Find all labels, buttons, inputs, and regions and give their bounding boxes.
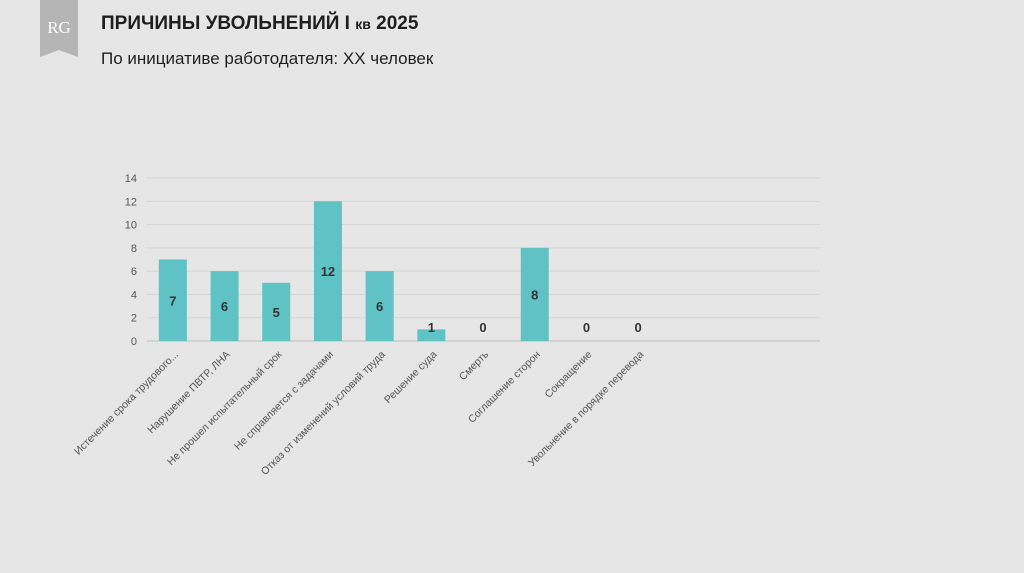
category-label: Сокращение (543, 349, 595, 401)
y-tick-label: 0 (131, 336, 137, 348)
category-label: Увольнение в порядке перевода (526, 349, 646, 469)
slide-title: ПРИЧИНЫ УВОЛЬНЕНИЙ I кв 2025 (101, 13, 418, 35)
bar (365, 271, 394, 341)
category-label: Смерть (457, 348, 492, 383)
data-label: 0 (583, 320, 590, 335)
bar (262, 282, 291, 341)
data-label: 0 (635, 320, 642, 335)
category-label: Не справляется с задачами (232, 349, 336, 453)
y-tick-label: 14 (125, 173, 137, 185)
category-label: Решение суда (382, 349, 440, 407)
data-label: 8 (531, 287, 538, 302)
title-main: ПРИЧИНЫ УВОЛЬНЕНИЙ I (101, 13, 356, 34)
data-label: 12 (321, 264, 335, 279)
bar (313, 201, 342, 341)
bar (158, 259, 187, 341)
y-tick-label: 8 (131, 243, 137, 255)
category-label: Истечение срока трудового... (72, 349, 181, 458)
data-label: 1 (428, 320, 435, 335)
y-tick-label: 10 (125, 220, 137, 232)
y-tick-label: 4 (131, 289, 137, 301)
data-label: 5 (273, 305, 280, 320)
y-tick-label: 6 (131, 266, 137, 278)
data-label: 0 (479, 320, 486, 335)
bar (520, 247, 549, 341)
slide-subtitle: По инициативе работодателя: ХХ человек (101, 49, 434, 68)
title-quarter-abbr: кв (355, 16, 371, 32)
bar (210, 271, 239, 341)
bar (417, 329, 446, 341)
data-label: 6 (376, 299, 383, 314)
title-year: 2025 (370, 13, 419, 34)
rg-logo: RG (40, 0, 78, 57)
y-tick-label: 2 (131, 313, 137, 325)
svg-text:RG: RG (47, 18, 71, 37)
data-label: 7 (169, 293, 176, 308)
data-label: 6 (221, 299, 228, 314)
y-tick-label: 12 (125, 196, 137, 208)
